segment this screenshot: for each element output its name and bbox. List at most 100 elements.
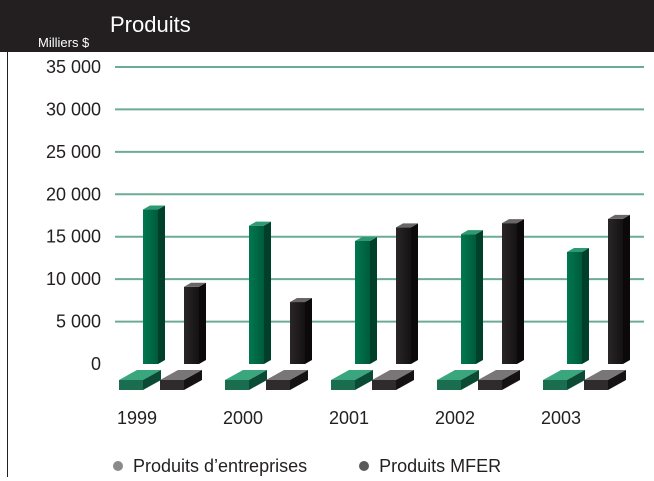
base-top-face <box>331 370 373 380</box>
bar-front-face <box>184 286 199 364</box>
bar-front-face <box>567 251 582 364</box>
x-tick-label: 2001 <box>329 408 369 428</box>
base-side-face <box>567 370 585 390</box>
base-side-face <box>396 370 414 390</box>
bar-mfer-2000 <box>290 298 312 364</box>
bar-top-face <box>608 214 630 219</box>
y-tick-label: 0 <box>91 354 101 374</box>
y-tick-label: 10 000 <box>46 269 101 289</box>
legend-label-mfer: Produits MFER <box>379 455 502 476</box>
bar-side-face <box>305 298 312 364</box>
base-front-face <box>478 380 502 390</box>
legend-marker-mfer <box>359 461 370 471</box>
bar-top-face <box>184 282 206 287</box>
base-front-face <box>225 380 249 390</box>
base-top-face <box>543 370 585 380</box>
base-top-face <box>160 370 202 380</box>
bar-base-mfer-2000 <box>266 370 308 390</box>
base-side-face <box>143 370 161 390</box>
legend-item-entreprises: Produits d’entreprises <box>113 456 307 477</box>
bar-side-face <box>517 219 524 364</box>
bar-entreprises-2000 <box>249 221 271 364</box>
legend: Produits d’entreprises Produits MFER <box>113 454 553 478</box>
y-tick-label: 20 000 <box>46 184 101 204</box>
bar-base-entreprises-2002 <box>437 370 479 390</box>
bar-front-face <box>355 240 370 364</box>
bar-side-face <box>476 230 483 364</box>
y-axis-unit-label: Milliers $ <box>38 35 90 50</box>
base-front-face <box>584 380 608 390</box>
bar-base-entreprises-2000 <box>225 370 267 390</box>
chart-header: Produits Milliers $ <box>0 0 654 52</box>
bar-base-mfer-2001 <box>372 370 414 390</box>
bar-base-mfer-2003 <box>584 370 626 390</box>
bar-side-face <box>582 247 589 364</box>
x-tick-label: 2003 <box>541 408 581 428</box>
bar-group-2003 <box>543 214 630 390</box>
legend-label-entreprises: Produits d’entreprises <box>133 455 308 476</box>
base-top-face <box>119 370 161 380</box>
bar-mfer-2002 <box>502 219 524 364</box>
y-tick-label: 5 000 <box>56 312 101 332</box>
bar-group-1999 <box>119 205 206 390</box>
legend-item-mfer: Produits MFER <box>359 456 501 477</box>
bar-top-face <box>143 205 165 210</box>
y-tick-label: 35 000 <box>46 57 101 77</box>
bar-front-face <box>608 218 623 364</box>
bar-front-face <box>396 227 411 364</box>
bar-front-face <box>461 234 476 364</box>
frame-left-border <box>7 52 8 477</box>
x-tick-label: 1999 <box>117 408 157 428</box>
bar-entreprises-2003 <box>567 247 589 364</box>
bar-base-entreprises-2003 <box>543 370 585 390</box>
base-front-face <box>437 380 461 390</box>
bar-base-entreprises-2001 <box>331 370 373 390</box>
bar-top-face <box>290 298 312 303</box>
base-front-face <box>119 380 143 390</box>
base-side-face <box>461 370 479 390</box>
bar-top-face <box>461 230 483 235</box>
base-front-face <box>331 380 355 390</box>
bar-top-face <box>355 236 377 241</box>
chart-title: Produits <box>110 12 191 37</box>
base-side-face <box>249 370 267 390</box>
base-top-face <box>372 370 414 380</box>
base-side-face <box>355 370 373 390</box>
base-top-face <box>584 370 626 380</box>
y-tick-label: 30 000 <box>46 99 101 119</box>
bar-mfer-1999 <box>184 282 206 364</box>
bar-entreprises-2001 <box>355 236 377 364</box>
bar-base-mfer-2002 <box>478 370 520 390</box>
bar-front-face <box>290 302 305 364</box>
base-top-face <box>225 370 267 380</box>
bar-mfer-2001 <box>396 223 418 364</box>
bar-side-face <box>411 223 418 364</box>
bar-chart: 0 5 000 10 000 15 000 20 000 25 000 30 000 35 0… <box>46 57 644 428</box>
base-side-face <box>290 370 308 390</box>
bar-group-2000 <box>225 221 312 390</box>
y-axis-ticks: 0 5 000 10 000 15 000 20 000 25 000 30 000 35 0… <box>46 57 101 374</box>
y-tick-label: 15 000 <box>46 227 101 247</box>
bar-front-face <box>143 209 158 364</box>
bar-top-face <box>502 219 524 224</box>
base-top-face <box>437 370 479 380</box>
bar-entreprises-2002 <box>461 230 483 364</box>
x-axis-ticks: 1999 2000 2001 2002 2003 <box>117 408 581 428</box>
base-front-face <box>266 380 290 390</box>
gridlines <box>115 66 644 323</box>
base-front-face <box>543 380 567 390</box>
base-top-face <box>478 370 520 380</box>
base-side-face <box>184 370 202 390</box>
bar-front-face <box>249 225 264 364</box>
bar-base-entreprises-1999 <box>119 370 161 390</box>
base-side-face <box>502 370 520 390</box>
bar-top-face <box>396 223 418 228</box>
bar-base-mfer-1999 <box>160 370 202 390</box>
bar-front-face <box>502 223 517 364</box>
bar-top-face <box>567 247 589 252</box>
x-tick-label: 2000 <box>223 408 263 428</box>
y-tick-label: 25 000 <box>46 142 101 162</box>
bar-side-face <box>264 221 271 364</box>
bar-side-face <box>370 236 377 364</box>
bar-top-face <box>249 221 271 226</box>
